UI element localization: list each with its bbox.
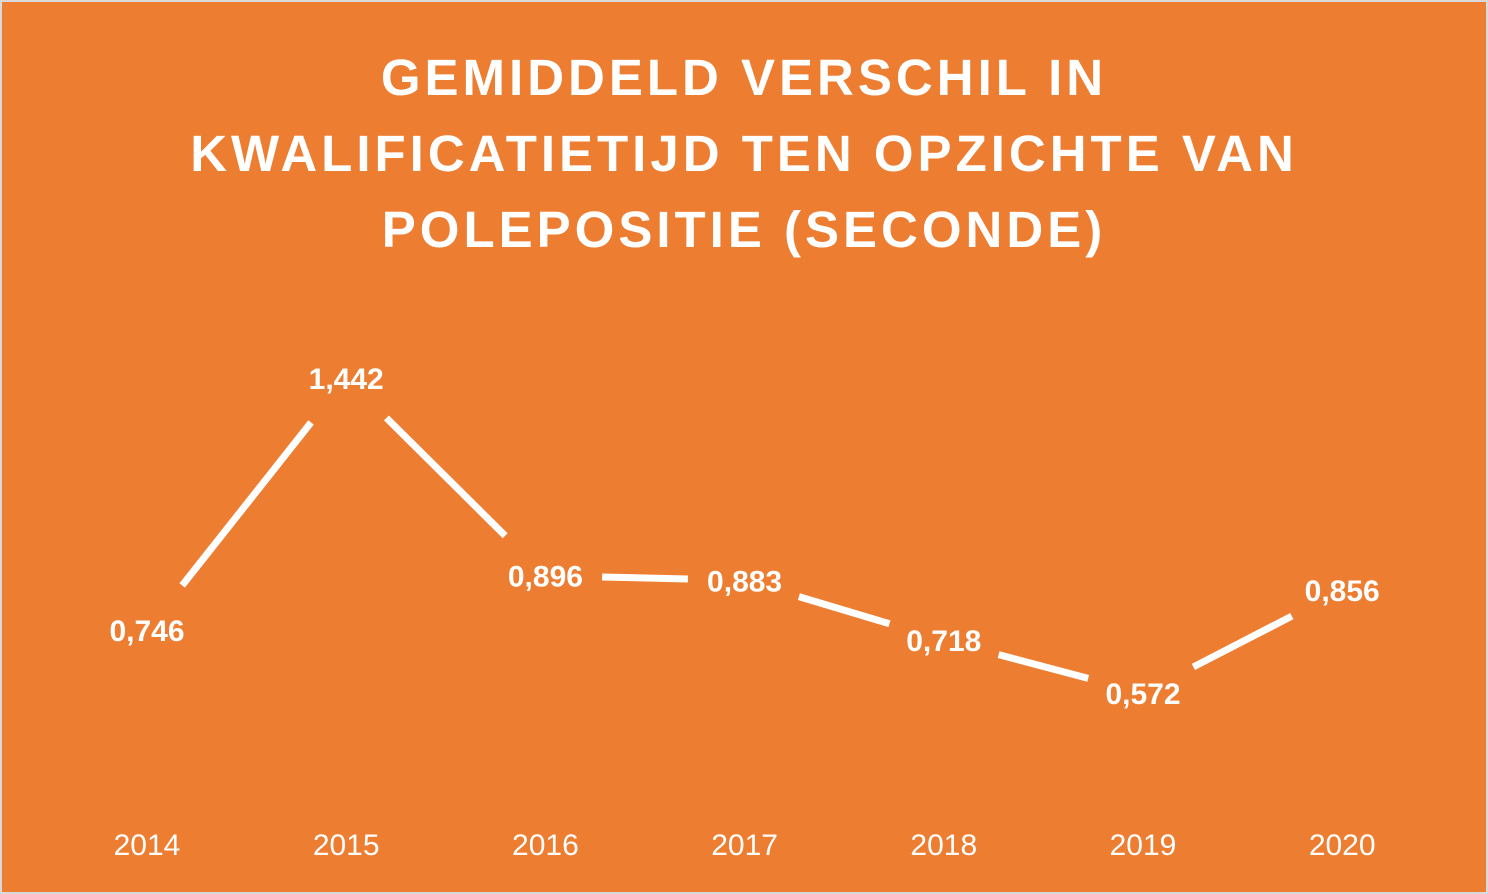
data-label-2014: 0,746 [109, 615, 184, 648]
chart-title-line-3: POLEPOSITIE (SECONDE) [381, 201, 1107, 258]
x-tick-label-2014: 2014 [114, 829, 181, 862]
data-label-2016: 0,896 [508, 561, 583, 594]
data-label-2017: 0,883 [707, 565, 782, 598]
line-segment-2015-2016 [383, 415, 508, 539]
line-segment-2017-2018 [797, 593, 891, 628]
data-label-2019: 0,572 [1105, 678, 1180, 711]
x-tick-label-2019: 2019 [1110, 829, 1177, 862]
drop-lines [146, 422, 1344, 795]
series-line [179, 415, 1294, 682]
chart-title: GEMIDDELD VERSCHIL IN KWALIFICATIETIJD T… [2, 40, 1486, 268]
x-tick-label-2018: 2018 [910, 829, 977, 862]
line-segment-2019-2020 [1191, 613, 1294, 671]
x-tick-label-2017: 2017 [711, 829, 778, 862]
line-segment-2018-2019 [997, 651, 1090, 682]
chart-title-line-1: GEMIDDELD VERSCHIL IN [380, 49, 1108, 106]
x-tick-label-2020: 2020 [1309, 829, 1376, 862]
line-segment-2016-2017 [602, 573, 688, 583]
data-label-2018: 0,718 [906, 625, 981, 658]
x-tick-label-2015: 2015 [313, 829, 380, 862]
x-axis-labels: 2014 2015 2016 2017 2018 2019 2020 [114, 829, 1376, 862]
data-label-2020: 0,856 [1305, 575, 1380, 608]
x-tick-label-2016: 2016 [512, 829, 579, 862]
data-label-2015: 1,442 [309, 363, 384, 396]
data-labels: 0,746 1,442 0,896 0,883 0,718 0,572 0,856 [109, 363, 1379, 711]
chart-title-line-2: KWALIFICATIETIJD TEN OPZICHTE VAN [190, 125, 1298, 182]
line-segment-2014-2015 [179, 420, 314, 588]
